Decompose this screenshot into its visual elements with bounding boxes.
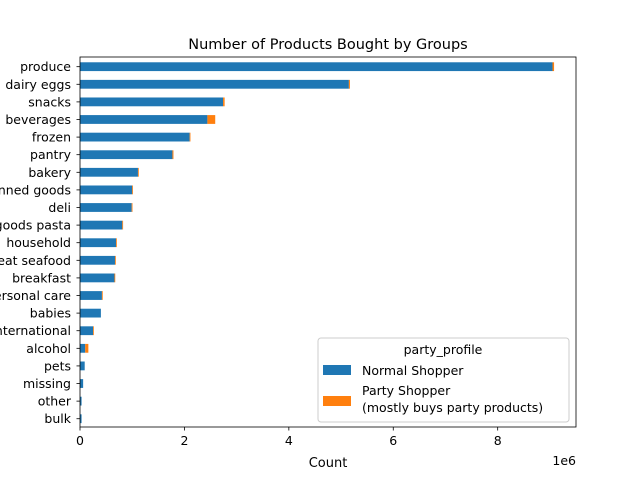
bar-pantry-party-shopper — [172, 150, 174, 160]
bar-pantry-normal-shopper — [80, 150, 173, 160]
x-tick-label: 0 — [76, 433, 84, 448]
y-tick-label-pets: pets — [44, 358, 71, 373]
legend-frame — [317, 337, 570, 423]
chart-title: Number of Products Bought by Groups — [188, 37, 467, 53]
x-axis-ticks: 0 2 4 6 8 — [76, 427, 502, 448]
bar-canned-goods-normal-shopper — [80, 185, 133, 195]
bar-dry-goods-pasta-normal-shopper — [80, 220, 123, 230]
y-tick-label-breakfast: breakfast — [12, 270, 71, 285]
x-axis-offset-label: 1e6 — [552, 453, 576, 468]
y-tick-label-international: international — [0, 323, 71, 338]
bar-alcohol-party-shopper — [85, 343, 89, 353]
legend-label-normal-shopper: Normal Shopper — [362, 363, 464, 378]
bar-beverages-party-shopper — [207, 115, 216, 124]
x-tick-label: 6 — [389, 433, 397, 448]
y-tick-label-dairy-eggs: dairy eggs — [5, 77, 71, 92]
y-tick-label-frozen: frozen — [32, 130, 71, 145]
bar-household-party-shopper — [116, 238, 117, 248]
bar-produce-party-shopper — [552, 62, 555, 72]
y-tick-label-canned-goods: canned goods — [0, 182, 71, 197]
y-tick-label-meat-seafood: meat seafood — [0, 253, 71, 268]
bar-meat-seafood-party-shopper — [114, 255, 116, 265]
bar-international-normal-shopper — [80, 326, 94, 336]
bar-produce-normal-shopper — [80, 62, 553, 72]
bar-breakfast-normal-shopper — [80, 273, 115, 283]
bar-babies-normal-shopper — [80, 308, 101, 318]
bar-bakery-party-shopper — [137, 167, 139, 177]
bar-alcohol-normal-shopper — [80, 343, 86, 353]
bar-dairy-eggs-normal-shopper — [80, 79, 349, 89]
y-tick-label-dry-goods-pasta: dry goods pasta — [0, 218, 71, 233]
y-tick-label-household: household — [6, 235, 71, 250]
x-axis-label: Count — [309, 456, 348, 471]
bar-household-normal-shopper — [80, 238, 117, 248]
bar-bulk-normal-shopper — [80, 414, 82, 424]
bar-dairy-eggs-party-shopper — [348, 79, 350, 89]
bar-pets-normal-shopper — [80, 361, 85, 371]
bar-dry-goods-pasta-party-shopper — [122, 220, 124, 230]
bar-deli-normal-shopper — [80, 203, 132, 212]
bar-deli-party-shopper — [131, 203, 133, 212]
bar-meat-seafood-normal-shopper — [80, 255, 115, 265]
bar-bakery-normal-shopper — [80, 167, 138, 177]
bar-personal-care-normal-shopper — [80, 291, 102, 300]
bar-canned-goods-party-shopper — [132, 185, 134, 195]
legend-swatch-party-shopper — [323, 396, 351, 406]
bar-other-normal-shopper — [80, 396, 82, 406]
legend: party_profile Normal Shopper Party Shopp… — [317, 337, 570, 423]
y-tick-label-snacks: snacks — [28, 94, 71, 109]
bar-personal-care-party-shopper — [101, 291, 103, 300]
legend-label-party-shopper: Party Shopper (mostly buys party products… — [362, 383, 543, 415]
y-axis-ticks: produce dairy eggs snacks beverages frozen pa… — [0, 59, 80, 426]
bar-breakfast-party-shopper — [114, 273, 116, 283]
y-tick-label-deli: deli — [48, 200, 71, 215]
y-tick-label-other: other — [38, 394, 72, 409]
y-tick-label-alcohol: alcohol — [26, 341, 71, 356]
y-tick-label-pantry: pantry — [30, 147, 72, 162]
y-tick-label-missing: missing — [23, 376, 71, 391]
bars-group — [80, 62, 555, 424]
x-tick-label: 4 — [285, 433, 293, 448]
bar-snacks-party-shopper — [223, 97, 225, 107]
y-tick-label-beverages: beverages — [5, 112, 71, 127]
x-tick-label: 2 — [180, 433, 188, 448]
bar-missing-normal-shopper — [80, 379, 84, 388]
bar-snacks-normal-shopper — [80, 97, 224, 107]
x-tick-label: 8 — [494, 433, 502, 448]
bar-frozen-party-shopper — [189, 132, 191, 142]
y-tick-label-personal-care: personal care — [0, 288, 71, 303]
legend-swatch-normal-shopper — [323, 365, 351, 375]
y-tick-label-babies: babies — [30, 306, 71, 321]
plot-area-frame — [79, 56, 577, 428]
y-tick-label-produce: produce — [20, 59, 71, 74]
y-tick-label-bakery: bakery — [28, 165, 71, 180]
legend-title: party_profile — [404, 342, 483, 357]
bar-frozen-normal-shopper — [80, 132, 190, 142]
bar-beverages-normal-shopper — [80, 115, 208, 124]
bar-international-party-shopper — [93, 326, 94, 336]
y-tick-label-bulk: bulk — [44, 411, 71, 426]
